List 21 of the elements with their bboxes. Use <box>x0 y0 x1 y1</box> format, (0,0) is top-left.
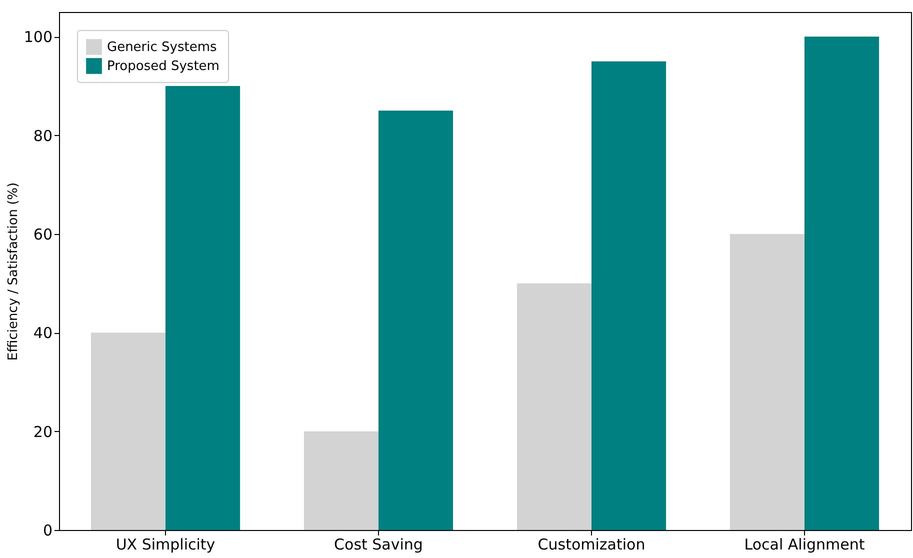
y-tick-label: 0 <box>42 522 52 540</box>
x-tick-label: UX Simplicity <box>116 536 216 554</box>
bar <box>378 110 454 530</box>
x-tick-label: Customization <box>538 536 646 554</box>
y-tick-label: 80 <box>33 126 52 145</box>
y-tick-label: 20 <box>33 422 52 441</box>
bar <box>516 283 592 530</box>
x-tick-label: Local Alignment <box>744 536 865 554</box>
y-axis-title: Efficiency / Satisfaction (%) <box>6 182 21 361</box>
x-tick-label: Cost Saving <box>334 536 423 554</box>
bar <box>730 234 804 530</box>
bar <box>304 431 378 530</box>
bar <box>592 61 666 530</box>
bar <box>90 332 166 530</box>
legend-label: Generic Systems <box>107 40 218 55</box>
y-tick-label: 100 <box>24 28 52 46</box>
y-tick-label: 60 <box>33 226 52 244</box>
legend-label: Proposed System <box>107 59 220 74</box>
bar <box>166 86 240 530</box>
y-tick-label: 40 <box>33 324 52 342</box>
bar <box>804 36 880 530</box>
